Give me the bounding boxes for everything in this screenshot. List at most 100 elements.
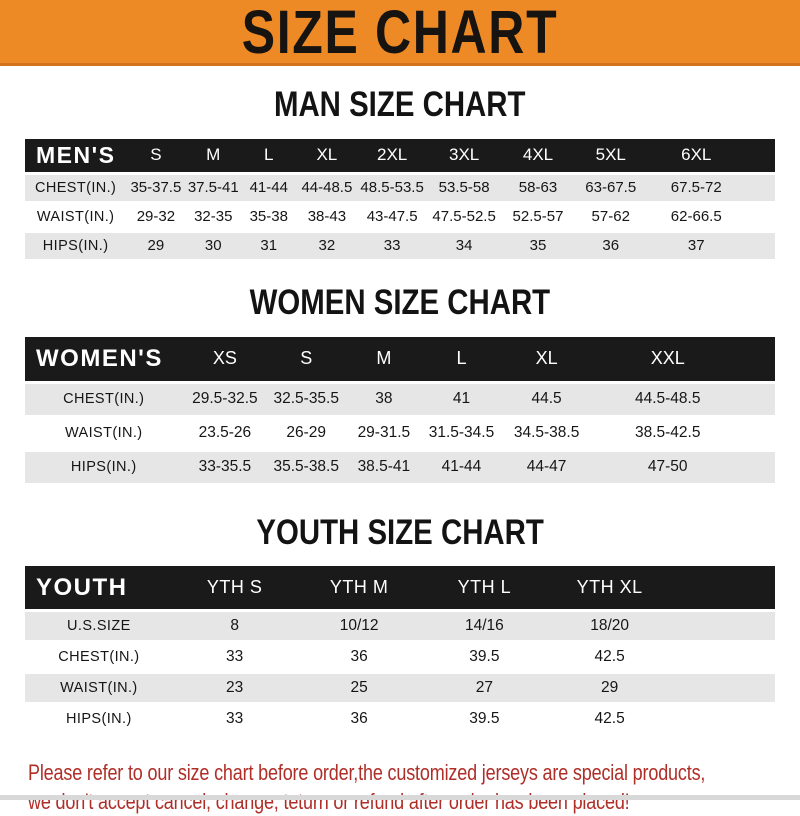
youth-column-header: YTH XL [547,566,673,611]
size-value-cell: 42.5 [547,702,673,734]
row-label: CHEST(IN.) [25,171,127,203]
women-section-heading: WOMEN SIZE CHART [249,282,551,322]
size-value-cell: 29-31.5 [345,414,423,450]
size-value-cell: 33 [172,702,297,734]
mens-column-header: L [241,138,297,174]
size-value-cell: 14/16 [421,609,547,642]
youth-size-section: YOUTH SIZE CHART YOUTH YTH S YTH M YTH L YTH… [0,512,800,734]
youth-column-header: YTH M [296,566,422,611]
size-value-cell: 43-47.5 [357,200,427,232]
row-label: CHEST(IN.) [25,380,183,416]
youth-group-label: YOUTH [25,566,173,611]
size-value-cell: 41-44 [422,448,501,483]
filler-cell [742,380,775,416]
mens-column-header: 4XL [501,138,575,174]
order-policy-line-2: we don't accept cancel, change, teturn o… [28,789,630,815]
row-label: WAIST(IN.) [25,414,183,450]
mens-row-waistin: WAIST(IN.) 29-32 32-35 35-38 38-43 43-47.5 47.… [25,200,775,232]
size-value-cell: 29.5-32.5 [182,380,268,416]
mens-column-header: 3XL [427,138,502,174]
size-value-cell: 23.5-26 [182,414,268,450]
men-size-table: MEN'S S M L XL 2XL 3XL 4XL 5XL 6XL CHEST(IN.) 35-37… [25,138,775,259]
mens-column-header: S [126,138,186,174]
size-value-cell: 35-37.5 [126,171,186,203]
row-label: HIPS(IN.) [25,229,127,259]
filler-cell [742,448,775,483]
youth-column-header: YTH S [172,566,297,611]
mens-column-header: 2XL [357,138,427,174]
mens-column-header: 6XL [646,138,746,174]
size-value-cell: 38.5-42.5 [592,414,743,450]
row-label: WAIST(IN.) [25,671,173,704]
size-value-cell: 26-29 [267,414,346,450]
size-value-cell: 39.5 [421,702,547,734]
womens-column-header: S [267,336,346,382]
womens-column-header: M [345,336,423,382]
size-value-cell: 48.5-53.5 [357,171,427,203]
filler-cell [672,671,775,704]
filler-cell [672,609,775,642]
women-size-table: WOMEN'S XS S M L XL XXL CHEST(IN.) 29.5-32.5 32.5… [25,336,775,483]
size-value-cell: 63-67.5 [574,171,647,203]
banner-title: SIZE CHART [241,0,559,66]
filler-cell [742,414,775,450]
youth-column-header: YTH L [421,566,547,611]
size-value-cell: 62-66.5 [646,200,746,232]
womens-row-hipsin: HIPS(IN.) 33-35.5 35.5-38.5 38.5-41 41-44 44-… [25,448,775,483]
size-value-cell: 53.5-58 [427,171,502,203]
order-policy-line-1: Please refer to our size chart before or… [28,760,706,786]
size-value-cell: 29-32 [126,200,186,232]
mens-column-header: XL [296,138,358,174]
womens-row-waistin: WAIST(IN.) 23.5-26 26-29 29-31.5 31.5-34.5 34… [25,414,775,450]
size-value-cell: 52.5-57 [501,200,575,232]
size-value-cell: 34 [427,229,502,259]
filler-cell [672,566,775,611]
size-value-cell: 44.5-48.5 [592,380,743,416]
size-value-cell: 38 [345,380,423,416]
size-value-cell: 38.5-41 [345,448,423,483]
row-label: HIPS(IN.) [25,702,173,734]
man-size-section: MAN SIZE CHART MEN'S S M L XL 2XL 3XL 4XL 5XL 6XL… [0,86,800,259]
row-label: HIPS(IN.) [25,448,183,483]
size-value-cell: 57-62 [574,200,647,232]
row-label: CHEST(IN.) [25,640,173,673]
row-label: U.S.SIZE [25,609,173,642]
size-value-cell: 33 [172,640,297,673]
filler-cell [672,702,775,734]
size-value-cell: 47-50 [592,448,743,483]
youth-row-chestin: CHEST(IN.) 33 36 39.5 42.5 [25,640,775,673]
size-value-cell: 23 [172,671,297,704]
mens-column-header: M [185,138,241,174]
womens-column-header: L [422,336,501,382]
size-value-cell: 25 [296,671,422,704]
mens-header-row: MEN'S S M L XL 2XL 3XL 4XL 5XL 6XL [25,138,775,174]
size-value-cell: 32.5-35.5 [267,380,346,416]
size-value-cell: 32-35 [185,200,241,232]
size-value-cell: 47.5-52.5 [427,200,502,232]
size-value-cell: 44-47 [500,448,593,483]
size-value-cell: 18/20 [547,609,673,642]
womens-group-label: WOMEN'S [25,336,183,382]
size-value-cell: 31.5-34.5 [422,414,501,450]
size-value-cell: 29 [547,671,673,704]
size-value-cell: 41 [422,380,501,416]
youth-section-heading: YOUTH SIZE CHART [256,512,544,552]
size-value-cell: 37 [646,229,746,259]
size-value-cell: 10/12 [296,609,422,642]
size-value-cell: 36 [296,702,422,734]
size-value-cell: 36 [296,640,422,673]
filler-cell [745,229,775,259]
size-value-cell: 31 [241,229,297,259]
filler-cell [745,171,775,203]
size-value-cell: 33-35.5 [182,448,268,483]
womens-column-header: XL [500,336,593,382]
youth-row-hipsin: HIPS(IN.) 33 36 39.5 42.5 [25,702,775,734]
size-value-cell: 41-44 [241,171,297,203]
mens-row-chestin: CHEST(IN.) 35-37.5 37.5-41 41-44 44-48.5 48.5… [25,171,775,203]
size-value-cell: 8 [172,609,297,642]
size-value-cell: 33 [357,229,427,259]
size-chart-banner: SIZE CHART [0,0,800,66]
order-policy-note: Please refer to our size chart before or… [28,758,800,816]
size-value-cell: 34.5-38.5 [500,414,593,450]
filler-cell [742,336,775,382]
